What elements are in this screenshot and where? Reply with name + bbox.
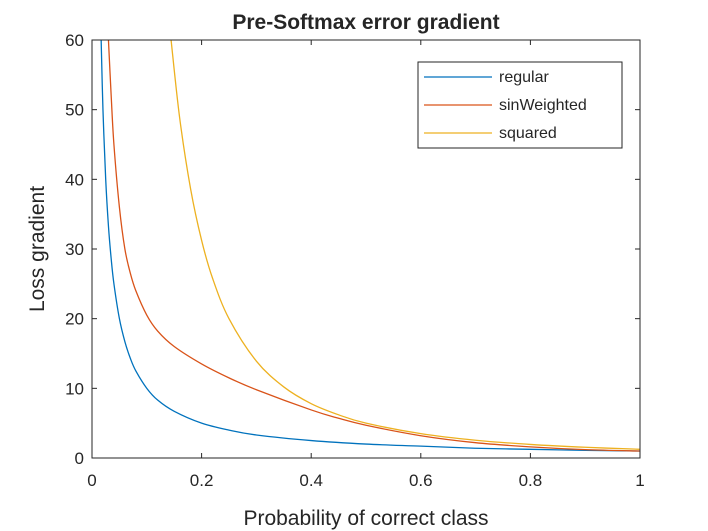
legend-label-regular: regular [499,69,549,86]
x-tick-label: 0.8 [519,471,543,490]
legend-label-squared: squared [499,125,557,142]
series-line-sinweighted [107,40,640,452]
series-line-squared [170,40,640,450]
x-tick-label: 0.2 [190,471,214,490]
y-tick-label: 20 [65,310,84,329]
y-tick-label: 40 [65,170,84,189]
x-tick-label: 0.4 [299,471,323,490]
x-axis-label: Probability of correct class [243,507,488,530]
y-tick-label: 30 [65,240,84,259]
series-layer [100,40,640,452]
x-tick-label: 0 [87,471,96,490]
y-tick-label: 10 [65,379,84,398]
y-tick-label: 0 [75,449,84,468]
y-tick-label: 60 [65,31,84,50]
legend-label-sinweighted: sinWeighted [499,97,587,114]
x-tick-label: 1 [635,471,644,490]
y-axis-label: Loss gradient [26,186,49,312]
y-tick-label: 50 [65,101,84,120]
legend: regular sinWeighted squared [417,61,623,149]
x-tick-label: 0.6 [409,471,433,490]
series-line-regular [100,40,640,452]
chart-title: Pre-Softmax error gradient [232,11,499,34]
